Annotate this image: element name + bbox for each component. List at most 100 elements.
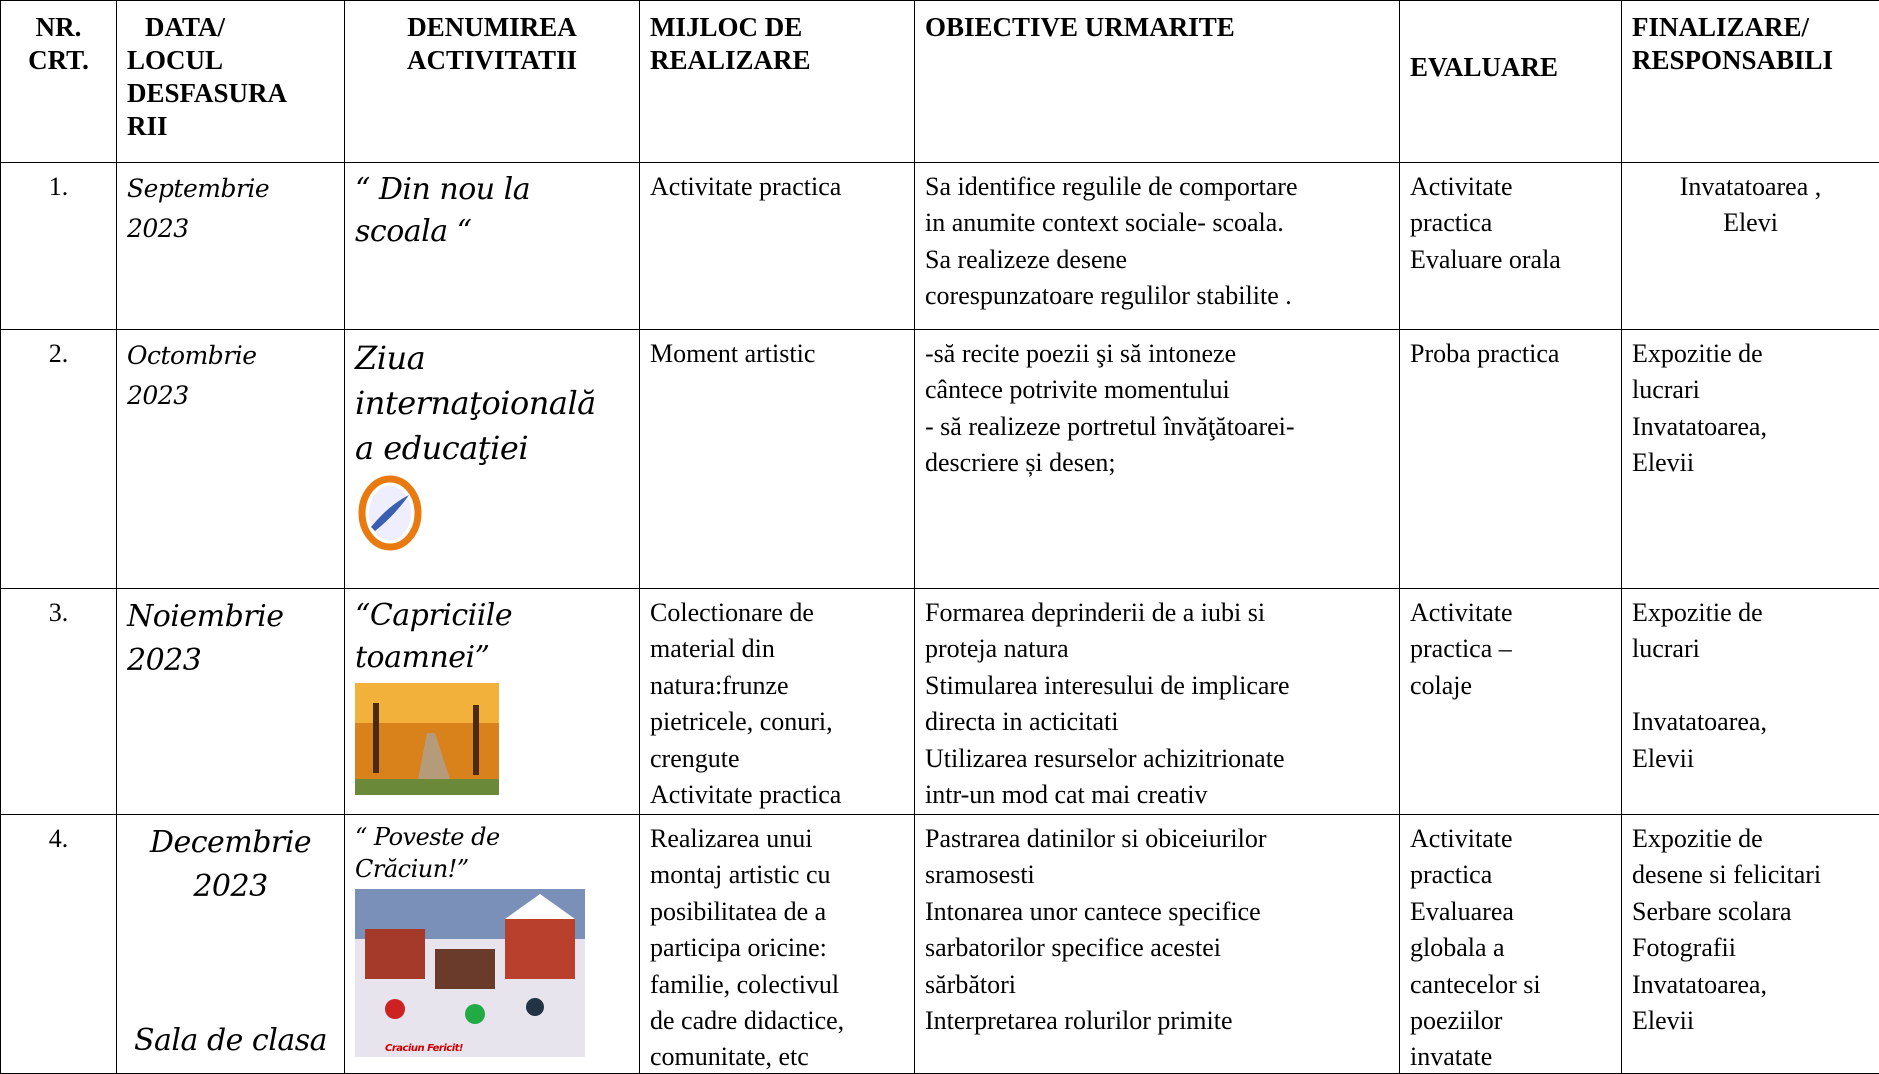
cell-line: sărbători: [925, 967, 1389, 1003]
table-cell: Proba practica: [1400, 330, 1622, 589]
image-caption: Craciun Fericit!: [385, 1043, 463, 1054]
cell-line: Sa identifice regulile de comportare: [925, 169, 1389, 205]
table-cell: 1.: [1, 163, 117, 330]
cell-line: Moment artistic: [650, 336, 904, 372]
cell-line: Expozitie de: [1632, 595, 1869, 631]
cell-line: lucrari: [1632, 372, 1869, 408]
cell-line: Elevii: [1632, 445, 1869, 481]
cell-line: 1.: [11, 169, 106, 205]
cell-line: Septembrie: [127, 169, 334, 209]
cell-line: 2.: [11, 336, 106, 372]
cell-line: crengute: [650, 741, 904, 777]
cell-line: FINALIZARE/: [1632, 11, 1869, 44]
activity-image: [355, 475, 425, 551]
cell: NR.CRT.: [1, 1, 116, 162]
header-cell: EVALUARE: [1400, 1, 1622, 163]
cell-line: EVALUARE: [1410, 51, 1611, 84]
cell-line: DATA/: [127, 11, 334, 44]
cell-line: practica: [1410, 205, 1611, 241]
cell: Moment artistic: [640, 330, 914, 588]
cell-line: poeziilor: [1410, 1003, 1611, 1039]
cell: Activitate practica: [640, 163, 914, 329]
cell-line: posibilitatea de a: [650, 894, 904, 930]
cell-line: a educaţiei: [355, 426, 629, 471]
cell-line: Pastrarea datinilor si obiceiurilor: [925, 821, 1389, 857]
cell-line: Decembrie: [127, 821, 334, 865]
cell-line: natura:frunze: [650, 668, 904, 704]
cell-line: DENUMIREA: [355, 11, 629, 44]
cell-line: Formarea deprinderii de a iubi si: [925, 595, 1389, 631]
cell-line: 4.: [11, 821, 106, 857]
cell-line: Serbare scolara: [1632, 894, 1869, 930]
cell-line: 2023: [127, 865, 334, 909]
cell-line: scoala “: [355, 211, 629, 253]
cell-line: cântece potrivite momentului: [925, 372, 1389, 408]
cell-line: Stimularea interesului de implicare: [925, 668, 1389, 704]
cell-line: Activitate practica: [650, 777, 904, 813]
cell-line: Realizarea unui: [650, 821, 904, 857]
cell-line: RESPONSABILI: [1632, 44, 1869, 77]
cell-line: CRT.: [11, 44, 106, 77]
cell-line: “ Din nou la: [355, 169, 629, 211]
cell-line: Interpretarea rolurilor primite: [925, 1003, 1389, 1039]
cell-line: Elevi: [1632, 205, 1869, 241]
cell-line: Invatatoarea ,: [1632, 169, 1869, 205]
cell-line: sarbatorilor specifice acestei: [925, 930, 1389, 966]
cell-line: Proba practica: [1410, 336, 1611, 372]
cell-line: participa oricine:: [650, 930, 904, 966]
cell-line: Elevii: [1632, 741, 1869, 777]
cell: Proba practica: [1400, 330, 1621, 588]
cell-line: descriere și desen;: [925, 445, 1389, 481]
cell-line: familie, colectivul: [650, 967, 904, 1003]
cell-line: 2023: [127, 376, 334, 416]
header-cell: OBIECTIVE URMARITE: [915, 1, 1400, 163]
header-cell: NR.CRT.: [1, 1, 117, 163]
cell-line: Ziua: [355, 336, 629, 381]
cell-line: Sa realizeze desene: [925, 242, 1389, 278]
cell-line: Expozitie de: [1632, 821, 1869, 857]
cell-line: internaţoională: [355, 381, 629, 426]
cell: 4.: [1, 815, 116, 1073]
cell: 3.: [1, 589, 116, 814]
table-cell: Activitate practica: [640, 163, 915, 330]
cell-line: sramosesti: [925, 857, 1389, 893]
table-cell: Invatatoarea ,Elevi: [1622, 163, 1879, 330]
cell-line: Intonarea unor cantece specifice: [925, 894, 1389, 930]
cell-line: Expozitie de: [1632, 336, 1869, 372]
cell-line: Evaluarea: [1410, 894, 1611, 930]
cell-line: Activitate: [1410, 821, 1611, 857]
cell-line: toamnei”: [355, 637, 629, 679]
cell-line: practica: [1410, 857, 1611, 893]
cell-line: material din: [650, 631, 904, 667]
cell: OBIECTIVE URMARITE: [915, 1, 1399, 162]
